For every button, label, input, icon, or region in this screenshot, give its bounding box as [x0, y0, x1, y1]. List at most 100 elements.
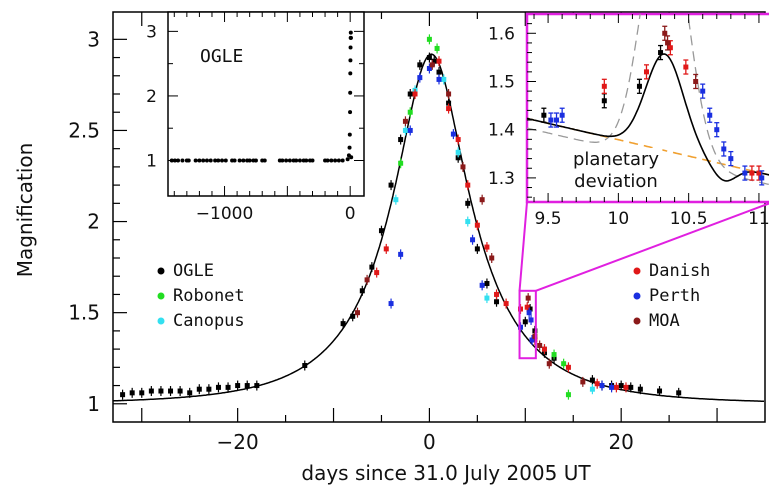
inset-ogle-point — [304, 158, 309, 163]
inset-ogle-point — [180, 158, 185, 163]
data-point — [426, 65, 432, 71]
data-point — [522, 319, 528, 325]
inset-ogle-point — [325, 158, 330, 163]
inset-ogle-point — [340, 158, 345, 163]
zoom-box — [518, 289, 537, 360]
legend-label: Canopus — [173, 311, 245, 331]
data-point — [455, 149, 461, 155]
inset-dev-title-line: deviation — [574, 171, 658, 192]
zoom-connectors — [518, 201, 769, 292]
data-point — [129, 390, 135, 396]
inset-ogle-point — [247, 158, 252, 163]
inset-data-point — [759, 175, 765, 181]
inset-ogle-point — [345, 157, 350, 162]
inset-ogle-point — [223, 158, 228, 163]
inset-data-point — [742, 170, 748, 176]
data-point — [474, 222, 480, 228]
inset-data-point — [728, 156, 734, 162]
data-point — [525, 295, 531, 301]
inset-ogle-point — [213, 158, 218, 163]
inset-ogle-y-label: 1 — [146, 151, 157, 171]
inset-ogle-point — [201, 158, 206, 163]
inset-data-point — [658, 50, 664, 56]
data-point — [446, 91, 452, 97]
main-data-points-layer — [120, 34, 682, 400]
inset-ogle-point — [348, 90, 353, 95]
main-x-ticks: −20 0 20 — [141, 12, 718, 454]
data-point — [594, 381, 600, 387]
inset-ogle: OGLE −1000 0 1 2 3 — [146, 11, 365, 224]
inset-ogle-point — [348, 110, 353, 115]
data-point — [434, 45, 440, 51]
legend-marker — [633, 267, 641, 275]
inset-ogle-point — [348, 35, 353, 40]
inset-dev-y-label: 1.5 — [488, 72, 515, 92]
data-point — [350, 313, 356, 319]
data-point — [407, 127, 413, 133]
inset-data-point — [756, 170, 762, 176]
planetary-model-curve — [527, 53, 769, 182]
data-point — [364, 277, 370, 283]
inset-ogle-point — [347, 145, 352, 150]
data-point — [254, 383, 260, 389]
inset-dev-x-label: 9.5 — [535, 209, 562, 229]
y-tick-label: 3 — [87, 27, 100, 51]
inset-ogle-point — [349, 155, 354, 160]
data-point — [474, 246, 480, 252]
inset-ogle-point — [329, 158, 334, 163]
series-moa — [355, 59, 586, 387]
inset-ogle-frame — [167, 11, 365, 197]
data-point — [561, 361, 567, 367]
series-robonet — [398, 34, 571, 400]
data-point — [465, 219, 471, 225]
data-point — [460, 164, 466, 170]
data-point — [187, 390, 193, 396]
data-point — [613, 384, 619, 390]
data-point — [359, 288, 365, 294]
inset-dev-y-label: 1.4 — [488, 121, 515, 141]
data-point — [637, 386, 643, 392]
data-point — [412, 91, 418, 97]
inset-ogle-point — [216, 158, 221, 163]
inset-series-danish — [601, 40, 762, 181]
data-point — [484, 244, 490, 250]
data-point — [527, 306, 533, 312]
data-point — [431, 58, 437, 64]
inset-ogle-point — [287, 158, 292, 163]
data-point — [479, 282, 485, 288]
inset-ogle-point — [336, 158, 341, 163]
data-point — [244, 383, 250, 389]
data-point — [524, 304, 530, 310]
data-point — [158, 388, 164, 394]
legend-marker — [157, 292, 165, 300]
y-axis-label: Magnification — [13, 143, 37, 278]
data-point — [484, 295, 490, 301]
inset-ogle-x-label: 0 — [345, 204, 356, 224]
data-point — [503, 301, 509, 307]
data-point — [398, 251, 404, 257]
inset-data-point — [667, 45, 673, 51]
data-point — [618, 383, 624, 389]
inset-data-point — [749, 170, 755, 176]
x-axis-label: days since 31.0 July 2005 UT — [301, 461, 591, 485]
inset-dev-y-label: 1.3 — [488, 169, 515, 189]
inset-deviation-points — [541, 25, 765, 186]
data-point — [541, 346, 547, 352]
data-point — [426, 36, 432, 42]
inset-ogle-point — [169, 158, 174, 163]
data-point — [580, 379, 586, 385]
data-point — [417, 75, 423, 81]
inset-ogle-point — [172, 158, 177, 163]
data-point — [426, 55, 432, 61]
inset-ogle-x-label: −1000 — [196, 204, 254, 224]
data-point — [450, 131, 456, 137]
data-point — [455, 137, 461, 143]
zoom-connector-left — [518, 201, 528, 291]
legend-label: Danish — [649, 261, 710, 281]
inset-ogle-point — [333, 158, 338, 163]
inset-data-point — [662, 30, 668, 36]
alternative-model-curve — [527, 14, 769, 186]
inset-dev-x-label: 11 — [748, 209, 769, 229]
inset-ogle-point — [284, 158, 289, 163]
data-point — [402, 127, 408, 133]
